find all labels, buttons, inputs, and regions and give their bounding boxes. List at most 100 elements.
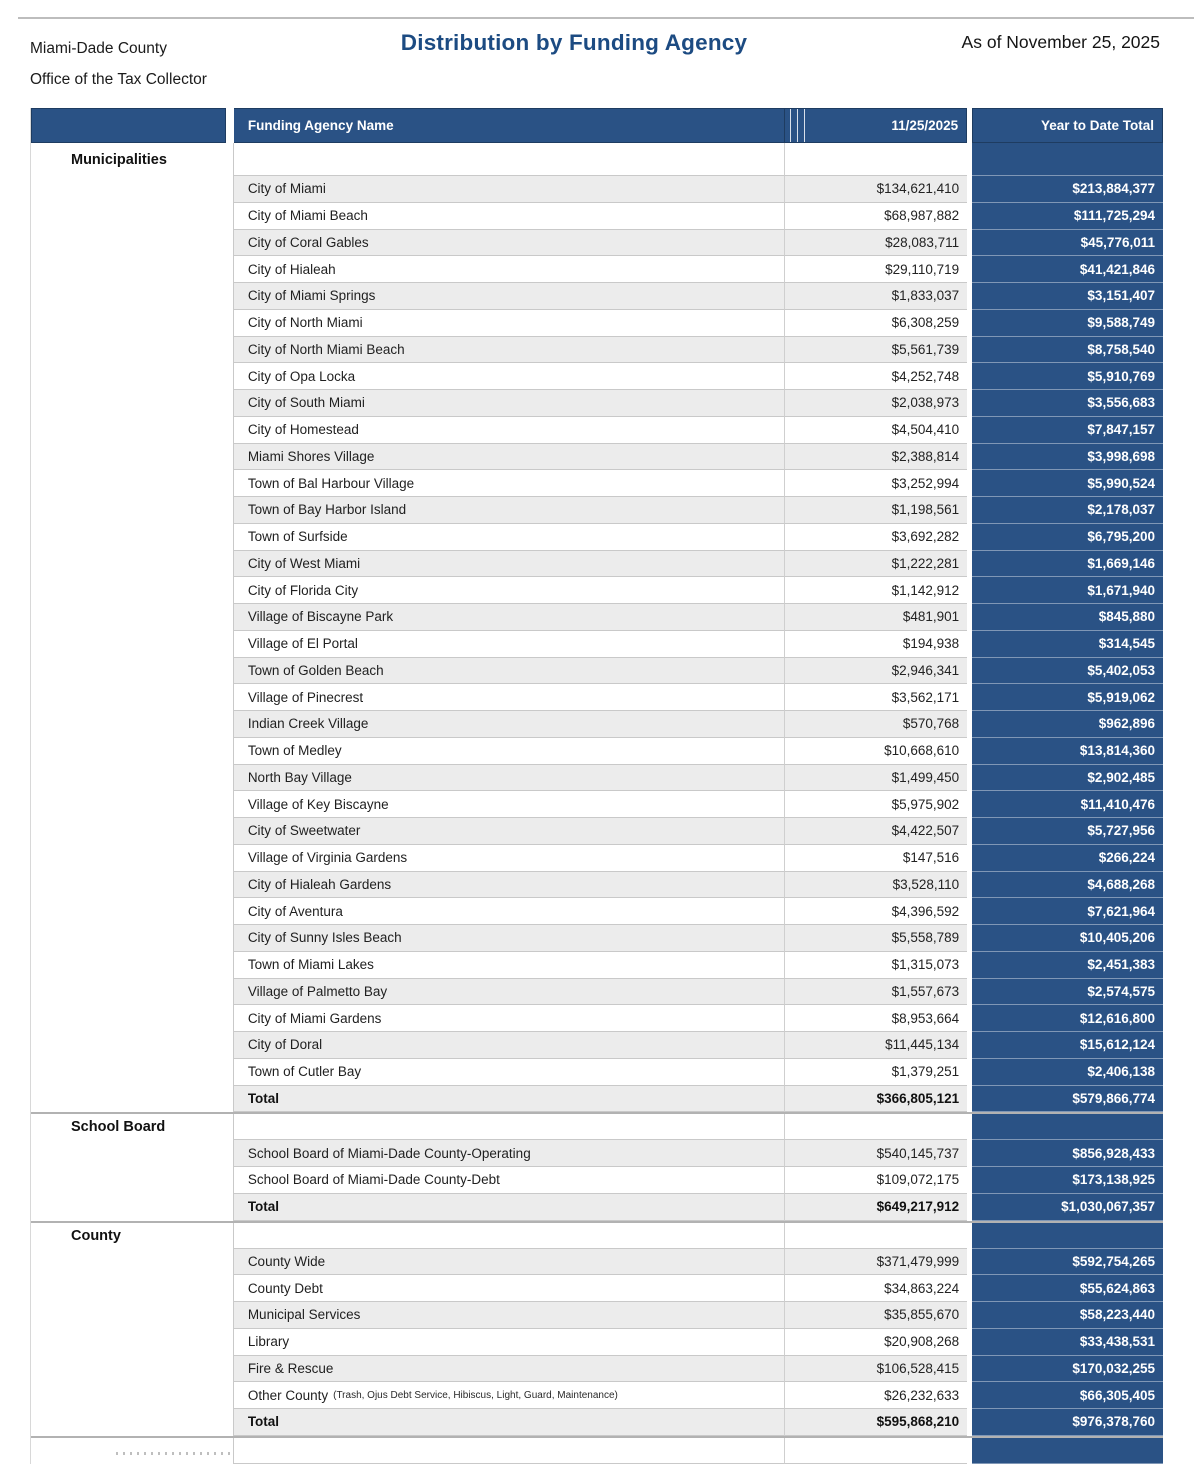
- ytd-cell: $2,178,037: [972, 497, 1163, 524]
- amount-cell: $3,562,171: [785, 684, 968, 711]
- table-row: City of Hialeah Gardens $3,528,110 $4,688,…: [31, 871, 1163, 899]
- ytd-cell: $592,754,265: [972, 1248, 1163, 1276]
- page-title: Distribution by Funding Agency: [400, 30, 748, 55]
- ytd-cell: $12,616,800: [972, 1005, 1163, 1032]
- amount-cell: $28,083,711: [785, 229, 968, 257]
- agency-name-cell: Indian Creek Village: [233, 711, 786, 738]
- amount-cell: $4,504,410: [785, 416, 968, 444]
- table-row: Village of Biscayne Park $481,901 $845,880: [31, 604, 1163, 631]
- header-hidden-columns: [785, 108, 806, 143]
- ytd-cell: $170,032,255: [972, 1355, 1163, 1383]
- amount-cell: $2,946,341: [785, 657, 968, 685]
- agency-name-cell: Total: [233, 1409, 786, 1436]
- table-row: City of West Miami $1,222,281 $1,669,146: [31, 550, 1163, 578]
- amount-cell: $4,422,507: [785, 818, 968, 845]
- ytd-cell: $173,138,925: [972, 1167, 1163, 1194]
- amount-cell: $3,252,994: [785, 470, 968, 497]
- agency-name-cell: Municipal Services: [233, 1302, 786, 1329]
- table-row: Town of Surfside $3,692,282 $6,795,200: [31, 523, 1163, 551]
- ytd-cell: $9,588,749: [972, 309, 1163, 337]
- agency-name-cell: City of Aventura: [233, 898, 786, 925]
- agency-name-cell: City of North Miami: [233, 309, 786, 337]
- amount-cell: $481,901: [785, 604, 968, 631]
- total-row-county: Total $595,868,210 $976,378,760: [31, 1409, 1163, 1436]
- org-department: Office of the Tax Collector: [30, 71, 207, 88]
- clipped-text-marks: [116, 1451, 233, 1455]
- table-row: Fire & Rescue $106,528,415 $170,032,255: [31, 1355, 1163, 1383]
- section-label: County: [31, 1222, 234, 1249]
- ytd-cell: $55,624,863: [972, 1275, 1163, 1302]
- table-row: Town of Cutler Bay $1,379,251 $2,406,138: [31, 1058, 1163, 1086]
- amount-cell: $5,975,902: [785, 791, 968, 818]
- agency-name-cell: Village of El Portal: [233, 630, 786, 658]
- section-empty-cell: [785, 1114, 968, 1141]
- ytd-cell: $579,866,774: [972, 1085, 1163, 1113]
- org-name: Miami-Dade County: [30, 40, 167, 57]
- table-row: City of Coral Gables $28,083,711 $45,776,0…: [31, 229, 1163, 257]
- agency-name-cell: City of Homestead: [233, 416, 786, 444]
- ytd-cell: $111,725,294: [972, 202, 1163, 230]
- table-row: School Board of Miami-Dade County-Debt $1…: [31, 1167, 1163, 1194]
- table-row: City of Hialeah $29,110,719 $41,421,846: [31, 256, 1163, 283]
- table-header-row: Funding Agency Name 11/25/2025 Year to D…: [31, 108, 1164, 143]
- agency-name-cell: City of Sunny Isles Beach: [233, 925, 786, 952]
- table-row: City of Aventura $4,396,592 $7,621,964: [31, 898, 1163, 925]
- header-section-column: [31, 108, 226, 143]
- table-row: Town of Golden Beach $2,946,341 $5,402,053: [31, 657, 1163, 685]
- amount-cell: $10,668,610: [785, 737, 968, 765]
- section-row-county: County: [31, 1220, 1164, 1249]
- agency-name-cell: Village of Virginia Gardens: [233, 844, 786, 872]
- table-row: County Wide $371,479,999 $592,754,265: [31, 1248, 1163, 1276]
- ytd-cell: $7,621,964: [972, 898, 1163, 925]
- ytd-cell: $2,902,485: [972, 764, 1163, 792]
- ytd-cell: $41,421,846: [972, 256, 1163, 283]
- amount-cell: $35,855,670: [785, 1302, 968, 1329]
- agency-name-cell: Other County (Trash, Ojus Debt Service, H…: [233, 1382, 786, 1409]
- table-row: City of Miami Gardens $8,953,664 $12,616,8…: [31, 1005, 1163, 1032]
- agency-name-cell: Town of Golden Beach: [233, 657, 786, 685]
- ytd-cell: $5,990,524: [972, 470, 1163, 497]
- section-empty-cell: [233, 1222, 786, 1249]
- ytd-cell: $962,896: [972, 711, 1163, 738]
- amount-cell: $3,528,110: [785, 871, 968, 899]
- agency-name-cell: City of Miami Beach: [233, 202, 786, 230]
- agency-name-cell: School Board of Miami-Dade County-Operat…: [233, 1140, 786, 1167]
- agency-name-cell: City of West Miami: [233, 550, 786, 578]
- table-row: City of Miami Beach $68,987,882 $111,725,2…: [31, 202, 1163, 230]
- section-empty-cell: [233, 143, 786, 176]
- table-row: City of North Miami Beach $5,561,739 $8,75…: [31, 336, 1163, 364]
- agency-name-cell: Total: [233, 1193, 786, 1221]
- table-row: Town of Medley $10,668,610 $13,814,360: [31, 737, 1163, 765]
- table-body: Municipalities City of Miami $134,621,410 $…: [31, 143, 1164, 1464]
- agency-name-cell: Town of Medley: [233, 737, 786, 765]
- ytd-cell: $856,928,433: [972, 1140, 1163, 1167]
- agency-name-cell: City of Doral: [233, 1032, 786, 1059]
- amount-cell: $366,805,121: [785, 1085, 968, 1113]
- agency-note: (Trash, Ojus Debt Service, Hibiscus, Lig…: [333, 1389, 618, 1401]
- table-row: City of Florida City $1,142,912 $1,671,940: [31, 577, 1163, 604]
- table-row: City of Sunny Isles Beach $5,558,789 $10,4…: [31, 925, 1163, 952]
- total-row-school-board: Total $649,217,912 $1,030,067,357: [31, 1193, 1163, 1221]
- amount-cell: $134,621,410: [785, 176, 968, 203]
- ytd-cell: $5,727,956: [972, 818, 1163, 845]
- section-label: Municipalities: [31, 143, 234, 176]
- table-row: Municipal Services $35,855,670 $58,223,440: [31, 1302, 1163, 1329]
- agency-name-cell: School Board of Miami-Dade County-Debt: [233, 1167, 786, 1194]
- amount-cell: $1,222,281: [785, 550, 968, 578]
- partial-next-section-row: [31, 1435, 1164, 1464]
- table-row: City of Miami Springs $1,833,037 $3,151,40…: [31, 283, 1163, 310]
- amount-cell: $1,198,561: [785, 497, 968, 524]
- ytd-cell: $2,451,383: [972, 951, 1163, 979]
- amount-cell: $2,388,814: [785, 443, 968, 471]
- agency-name-cell: City of Miami Gardens: [233, 1005, 786, 1032]
- table-row: City of Miami $134,621,410 $213,884,377: [31, 176, 1163, 203]
- table-row: Indian Creek Village $570,768 $962,896: [31, 711, 1163, 738]
- amount-cell: $1,833,037: [785, 283, 968, 310]
- amount-cell: $5,558,789: [785, 925, 968, 952]
- amount-cell: $371,479,999: [785, 1248, 968, 1276]
- section-ytd-cell: [972, 143, 1164, 176]
- section-ytd-cell: [972, 1114, 1164, 1141]
- ytd-cell: $3,998,698: [972, 443, 1163, 471]
- agency-name-cell: City of Miami Springs: [233, 283, 786, 310]
- agency-name-cell: Village of Pinecrest: [233, 684, 786, 711]
